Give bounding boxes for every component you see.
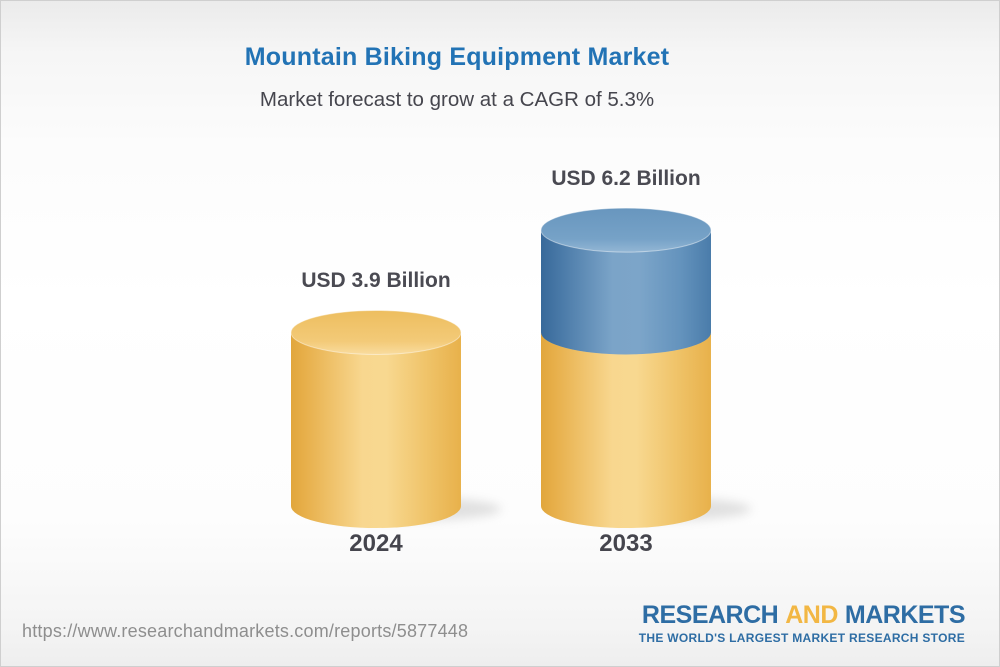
bar-2024-cylinder-body bbox=[291, 332, 461, 528]
research-and-markets-logo: RESEARCH AND MARKETS THE WORLD'S LARGEST… bbox=[638, 601, 966, 646]
bar-2033-growth-segment-top bbox=[540, 207, 712, 253]
bar-2024-cylinder-top bbox=[290, 309, 462, 355]
axis-label-2024: 2024 bbox=[349, 530, 403, 557]
chart-title: Mountain Biking Equipment Market bbox=[244, 43, 670, 71]
report-url: https://www.researchandmarkets.com/repor… bbox=[22, 621, 469, 641]
bar-2033-base-segment-body bbox=[541, 332, 711, 528]
chart-subtitle: Market forecast to grow at a CAGR of 5.3… bbox=[259, 88, 655, 111]
value-label-2024: USD 3.9 Billion bbox=[301, 269, 451, 293]
logo-word-markets: MARKETS bbox=[844, 601, 966, 629]
logo-word-and: AND bbox=[785, 601, 838, 629]
logo-wordmark: RESEARCH AND MARKETS bbox=[639, 601, 966, 629]
value-label-2033: USD 6.2 Billion bbox=[551, 167, 701, 191]
bar-2033-growth-segment-body bbox=[541, 230, 711, 355]
axis-label-2033: 2033 bbox=[599, 530, 653, 557]
logo-tagline: THE WORLD'S LARGEST MARKET RESEARCH STOR… bbox=[638, 631, 965, 645]
logo-word-research: RESEARCH bbox=[641, 601, 779, 629]
